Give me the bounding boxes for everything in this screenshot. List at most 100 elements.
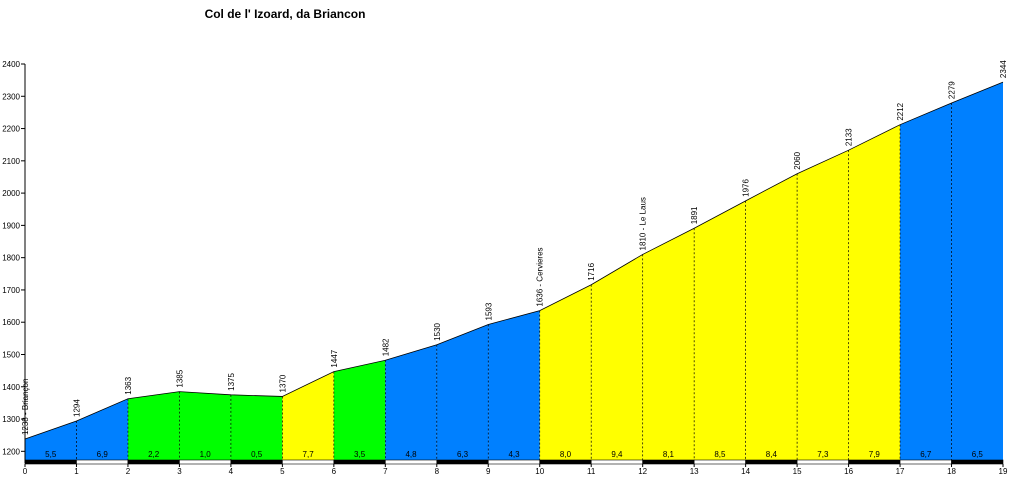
x-tick-label: 13 [690, 467, 699, 476]
x-tick-label: 3 [177, 467, 182, 476]
gradient-label: 7,7 [303, 450, 315, 459]
profile-segment [25, 420, 77, 461]
y-tick-label: 1500 [2, 350, 20, 359]
gradient-label: 7,3 [817, 450, 829, 459]
distance-bar-segment [590, 459, 643, 465]
y-tick-label: 1300 [2, 415, 20, 424]
y-tick-label: 1900 [2, 221, 20, 230]
gradient-label: 4,3 [508, 450, 520, 459]
x-tick-label: 15 [793, 467, 802, 476]
segments-layer [24, 81, 1004, 462]
gradient-label: 8,0 [560, 450, 572, 459]
elevation-label: 1385 [175, 369, 184, 387]
gradient-label: 6,9 [97, 450, 109, 459]
y-tick-label: 1400 [2, 383, 20, 392]
distance-bar-segment [693, 459, 746, 465]
distance-bar-segment [745, 459, 798, 465]
distance-bar-segment [899, 459, 952, 465]
x-tick-label: 17 [896, 467, 905, 476]
gradient-label: 7,9 [869, 450, 881, 459]
gradient-label: 1,0 [200, 450, 212, 459]
gradient-label: 5,5 [45, 450, 57, 459]
distance-bar-segment [848, 459, 901, 465]
elevation-label: 1363 [124, 376, 133, 394]
distance-bar-segment [230, 459, 283, 465]
profile-segment [127, 391, 180, 461]
distance-bar-segment [127, 459, 180, 465]
elevation-label: 1530 [433, 322, 442, 340]
distance-bar-segment [642, 459, 695, 465]
profile-segment [179, 391, 231, 461]
x-tick-label: 6 [332, 467, 337, 476]
labels-layer: 5,5 6,9 2,2 1,0 0,5 7,7 3,5 4,8 6,3 4,3 8,0 9,4 8,1 8… [21, 60, 1008, 459]
elevation-label: 1716 [587, 262, 596, 280]
profile-segment [385, 344, 437, 461]
x-tick-label: 16 [844, 467, 853, 476]
distance-bar-segment [436, 459, 489, 465]
gradient-label: 6,3 [457, 450, 469, 459]
y-tick-label: 2400 [2, 60, 20, 69]
elevation-label: 1482 [381, 338, 390, 356]
x-tick-label: 19 [999, 467, 1008, 476]
distance-bar-segment [951, 459, 1004, 465]
profile-segment [539, 284, 592, 461]
x-tick-label: 18 [947, 467, 956, 476]
profile-segment [436, 324, 489, 461]
distance-bar-segment [796, 459, 849, 465]
profile-segment [282, 371, 334, 461]
gradient-label: 4,8 [405, 450, 417, 459]
distance-bar-segment [76, 459, 129, 465]
gradient-label: 9,4 [611, 450, 623, 459]
elevation-label: 2133 [845, 128, 854, 146]
x-tick-label: 10 [535, 467, 544, 476]
distance-bar-segment [282, 459, 335, 465]
distance-bar-segment [24, 459, 77, 465]
profile-line [24, 81, 1004, 440]
elevation-label: 1976 [742, 179, 751, 197]
gradient-label: 3,5 [354, 450, 366, 459]
profile-segment [642, 228, 695, 461]
x-tick-label: 1 [74, 467, 79, 476]
profile-segment [591, 254, 643, 461]
y-tick-label: 2000 [2, 189, 20, 198]
x-tick-label: 4 [229, 467, 234, 476]
elevation-label: 2344 [999, 60, 1008, 78]
x-tick-label: 5 [280, 467, 285, 476]
gradient-label: 6,7 [920, 450, 932, 459]
elevation-label: 2279 [948, 81, 957, 99]
y-tick-label: 1200 [2, 447, 20, 456]
profile-segment [745, 173, 798, 461]
gradient-label: 0,5 [251, 450, 263, 459]
gradient-label: 2,2 [148, 450, 160, 459]
x-tick-label: 0 [23, 467, 28, 476]
dividers-layer [76, 103, 952, 461]
distance-bar-segment [539, 459, 592, 465]
y-tick-label: 2100 [2, 157, 20, 166]
profile-segment [76, 398, 128, 461]
axes-layer: 1200 1300 1400 1500 1600 1700 1800 1900 2000 2100… [2, 60, 1008, 476]
profile-segment [797, 150, 849, 462]
x-tick-label: 9 [486, 467, 491, 476]
y-tick-label: 2300 [2, 92, 20, 101]
y-tick-label: 1600 [2, 318, 20, 327]
elevation-label: 2060 [793, 151, 802, 169]
elevation-label: 1593 [484, 302, 493, 320]
x-tick-label: 8 [435, 467, 440, 476]
profile-segment [488, 310, 540, 461]
x-tick-label: 11 [587, 467, 596, 476]
elevation-label: 1447 [330, 349, 339, 367]
elevation-label: 1891 [690, 206, 699, 224]
elevation-label: 1636 - Cervieres [536, 247, 545, 306]
elevation-label: 1370 [278, 374, 287, 392]
distance-bar-segment [487, 459, 541, 465]
distance-bar-segment [179, 459, 232, 465]
gradient-label: 6,5 [972, 450, 984, 459]
y-tick-label: 1800 [2, 254, 20, 263]
x-tick-label: 14 [741, 467, 750, 476]
distance-bar-segment [385, 459, 438, 465]
y-tick-label: 1700 [2, 286, 20, 295]
gradient-label: 8,4 [766, 450, 778, 459]
gradient-label: 8,1 [663, 450, 675, 459]
elevation-label: 1375 [227, 372, 236, 390]
